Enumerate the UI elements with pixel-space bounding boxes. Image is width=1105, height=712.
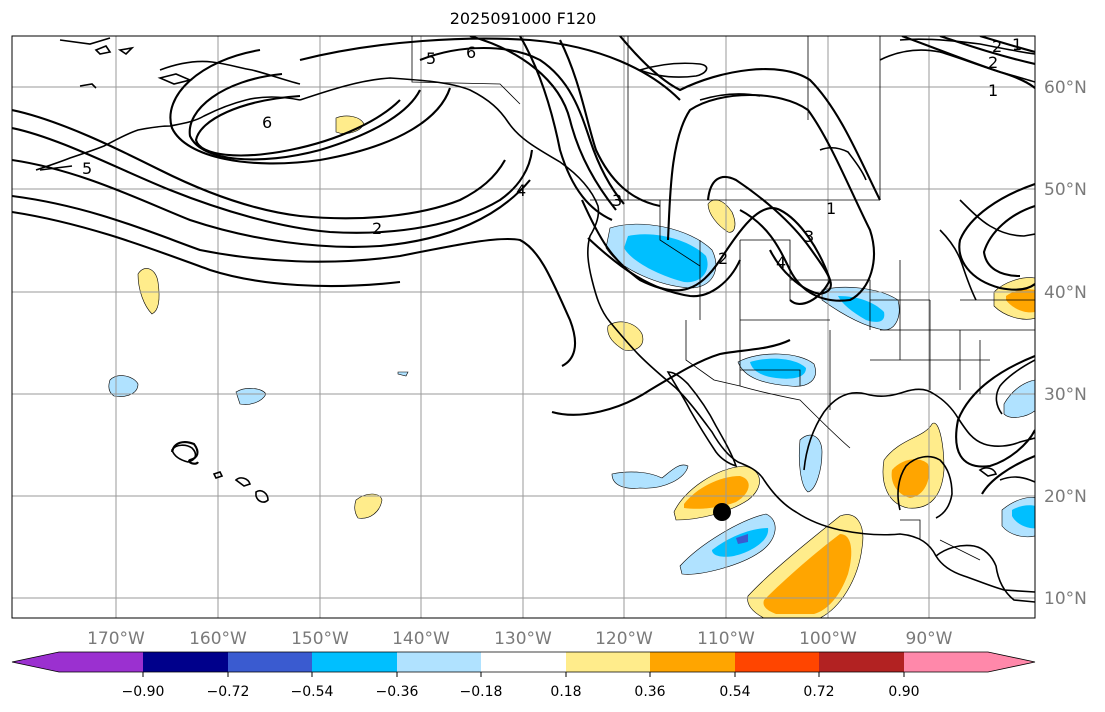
lon-label: 170°W <box>87 629 145 649</box>
contour-label: 1 <box>826 199 836 218</box>
lat-label: 60°N <box>1044 78 1087 98</box>
colorbar-segment <box>228 652 312 672</box>
contour-line <box>559 39 661 208</box>
lon-label: 120°W <box>595 629 653 649</box>
contours <box>12 36 1035 495</box>
contour-label: 1 <box>1012 35 1022 54</box>
contour-label: 6 <box>262 113 272 132</box>
lat-label: 20°N <box>1044 487 1087 507</box>
colorbar-tick-label: 0.18 <box>550 684 581 700</box>
borders <box>411 36 1035 561</box>
colorbar-segment <box>143 652 228 672</box>
contour-line <box>12 210 401 288</box>
longitude-labels: 170°W 160°W 150°W 140°W 130°W 120°W 110°… <box>87 629 953 649</box>
contour-line <box>619 36 881 201</box>
contour-line <box>958 183 1035 291</box>
colorbar-tick-label: 0.90 <box>888 684 919 700</box>
lon-label: 160°W <box>189 629 247 649</box>
contour-label: 3 <box>804 227 814 246</box>
anomaly-positive-central-pacific <box>137 268 160 315</box>
contour-line <box>469 36 617 211</box>
lon-label: 140°W <box>392 629 450 649</box>
shaded-anomalies <box>108 115 1035 618</box>
contour-label: 6 <box>466 43 476 62</box>
latitude-labels: 60°N 50°N 40°N 30°N 20°N 10°N <box>1044 78 1087 609</box>
lon-label: 150°W <box>291 629 349 649</box>
colorbar-segment <box>904 652 1035 672</box>
lon-label: 130°W <box>494 629 552 649</box>
colorbar-segment <box>481 652 566 672</box>
colorbar-segment <box>312 652 397 672</box>
coastlines <box>35 37 1035 603</box>
colorbar-segment <box>566 652 650 672</box>
colorbar-ticks <box>142 672 905 677</box>
contour-line <box>979 36 1035 54</box>
contour-line <box>169 48 451 165</box>
contour-labels: 5 6 6 5 2 4 3 2 1 3 4 2 1 2 1 <box>82 35 1022 272</box>
lat-label: 10°N <box>1044 589 1087 609</box>
contour-label: 3 <box>612 191 622 210</box>
lat-label: 50°N <box>1044 180 1087 200</box>
map-frame <box>11 35 1036 619</box>
colorbar-tick-label: −0.90 <box>122 684 165 700</box>
contour-label: 2 <box>992 37 1002 56</box>
contour-line <box>666 93 875 302</box>
contour-label: 2 <box>988 53 998 72</box>
contour-line <box>981 455 1035 495</box>
contour-line <box>419 46 625 205</box>
storm-position-marker <box>713 503 731 521</box>
contour-label: 4 <box>776 253 786 272</box>
contour-line <box>194 94 401 157</box>
colorbar-segment <box>397 652 481 672</box>
contour-label: 5 <box>82 159 92 178</box>
contour-line <box>706 175 832 296</box>
colorbar-segment <box>819 652 904 672</box>
contour-label: 1 <box>988 81 998 100</box>
anomaly-negative-small <box>611 464 689 489</box>
lon-label: 110°W <box>697 629 755 649</box>
contour-line <box>299 37 681 101</box>
contour-line <box>12 194 577 367</box>
contour-line <box>170 441 199 465</box>
contour-line <box>939 36 1035 66</box>
lon-label: 100°W <box>799 629 857 649</box>
contour-line <box>982 205 1035 278</box>
contour-line <box>12 108 506 220</box>
anomaly-negative-mexico <box>798 434 823 493</box>
colorbar-tick-label: −0.54 <box>291 684 334 700</box>
colorbar-tick-label: 0.72 <box>803 684 834 700</box>
map-panel: 5 6 6 5 2 4 3 2 1 3 4 2 1 2 1 <box>12 35 1035 618</box>
colorbar-tick-label: 0.36 <box>634 684 665 700</box>
colorbar-tick-label: −0.72 <box>207 684 250 700</box>
colorbar-segment <box>650 652 735 672</box>
contour-line <box>12 126 534 234</box>
contour-line <box>551 339 791 416</box>
contour-label: 5 <box>426 49 436 68</box>
colorbar-tick-label: −0.36 <box>376 684 419 700</box>
contour-line <box>519 36 613 221</box>
contour-label: 2 <box>372 219 382 238</box>
contour-line <box>587 237 741 298</box>
colorbar-tick-label: 0.54 <box>719 684 750 700</box>
anomaly-positive-idaho <box>707 199 736 233</box>
figure-title: 2025091000 F120 <box>449 9 597 28</box>
colorbar: −0.90 −0.72 −0.54 −0.36 −0.18 0.18 0.36 … <box>11 651 1036 700</box>
lat-label: 30°N <box>1044 385 1087 405</box>
lat-label: 40°N <box>1044 283 1087 303</box>
contour-line <box>12 158 531 248</box>
lon-label: 90°W <box>906 629 953 649</box>
contour-line <box>188 72 421 161</box>
contour-label: 2 <box>718 249 728 268</box>
colorbar-segment <box>735 652 819 672</box>
colorbar-segment <box>12 652 143 672</box>
contour-label: 4 <box>516 181 526 200</box>
colorbar-tick-label: −0.18 <box>460 684 503 700</box>
contour-line <box>901 36 1035 89</box>
contour-line <box>955 355 1035 468</box>
